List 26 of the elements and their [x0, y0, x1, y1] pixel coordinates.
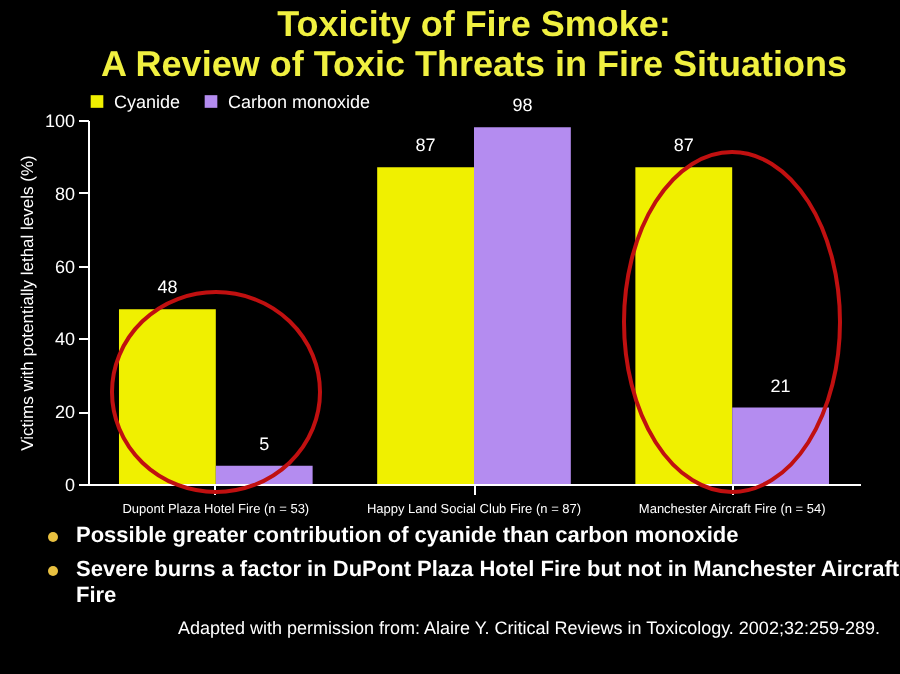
bar [732, 407, 830, 484]
bar [635, 167, 733, 484]
data-label: 48 [157, 277, 178, 298]
bar [118, 309, 216, 484]
chart-subtitle: A Review of Toxic Threats in Fire Situations [100, 44, 848, 84]
text: Adapted with permission from: Alaire Y. Critical Reviews in Toxicology. 2002;32:259-289. [175, 618, 880, 638]
data-label: 98 [512, 95, 533, 116]
data-label: 87 [673, 135, 694, 156]
data-label: 87 [415, 135, 436, 156]
y-tick-label: 80 [54, 183, 75, 204]
text: Possible greater contribution of cyanide than carbon monoxide [76, 524, 741, 550]
data-label: 21 [770, 375, 791, 396]
chart-title: Toxicity of Fire Smoke: [277, 4, 671, 44]
bar [377, 167, 474, 484]
data-label: 5 [259, 433, 270, 454]
y-tick-label: 0 [64, 475, 75, 495]
bar [474, 127, 571, 484]
y-tick-label: 60 [54, 256, 75, 277]
y-tick-label: 100 [44, 111, 75, 131]
y-tick-label: 40 [54, 329, 75, 350]
y-axis-title: Victims with potentially lethal levels (%) [16, 154, 37, 451]
legend-label: Cyanide [114, 91, 181, 112]
legend-label: Carbon monoxide [228, 91, 371, 112]
text: Severe burns a factor in DuPont Plaza Hotel Fire but not in Manchester Aircraft Fire [76, 558, 900, 610]
y-tick-label: 20 [54, 402, 75, 423]
bar [215, 465, 313, 484]
